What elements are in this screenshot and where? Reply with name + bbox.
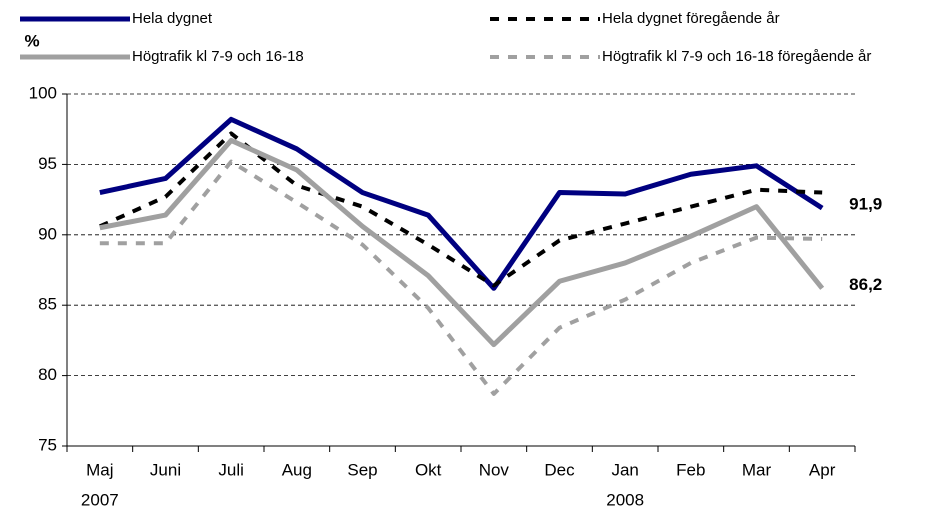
x-tick-label: Juni: [150, 460, 181, 479]
y-axis-label: %: [24, 31, 39, 50]
x-tick-label: Aug: [282, 460, 312, 479]
legend-label: Hela dygnet föregående år: [602, 10, 780, 27]
legend-label: Högtrafik kl 7-9 och 16-18: [132, 48, 304, 65]
series-line: [99, 131, 823, 288]
x-tick-label: Feb: [676, 460, 705, 479]
data-label: 91,9: [849, 195, 882, 214]
x-group-label: 2007: [81, 490, 119, 509]
series-line: [99, 116, 824, 291]
y-tick-label: 80: [38, 365, 57, 384]
x-tick-label: Mar: [742, 460, 772, 479]
y-tick-label: 100: [29, 83, 57, 102]
y-tick-label: 75: [38, 435, 57, 454]
y-tick-label: 90: [38, 224, 57, 243]
x-tick-label: Sep: [347, 460, 377, 479]
x-tick-label: Apr: [809, 460, 836, 479]
x-tick-label: Jan: [611, 460, 638, 479]
legend-label: Hela dygnet: [132, 10, 213, 27]
x-tick-label: Dec: [544, 460, 575, 479]
x-group-label: 2008: [606, 490, 644, 509]
data-label: 86,2: [849, 275, 882, 294]
x-tick-label: Nov: [479, 460, 510, 479]
y-tick-label: 85: [38, 295, 57, 314]
x-tick-label: Maj: [86, 460, 113, 479]
series-line: [99, 159, 823, 396]
legend-label: Högtrafik kl 7-9 och 16-18 föregående år: [602, 48, 871, 65]
y-tick-label: 95: [38, 154, 57, 173]
x-tick-label: Juli: [218, 460, 244, 479]
series-line: [99, 137, 825, 348]
x-tick-label: Okt: [415, 460, 442, 479]
